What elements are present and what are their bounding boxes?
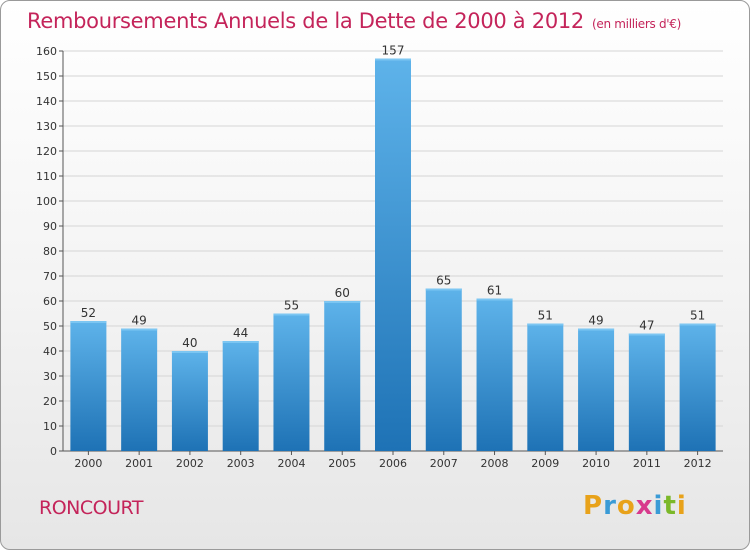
- bar: [171, 351, 208, 451]
- bar-value-label: 49: [132, 314, 147, 328]
- bar-highlight: [121, 328, 158, 331]
- bar-highlight: [527, 323, 564, 326]
- bar-highlight: [273, 313, 310, 316]
- bar-highlight: [628, 333, 665, 336]
- y-tick-label: 80: [43, 245, 57, 258]
- bar-highlight: [425, 288, 462, 291]
- bar-value-label: 55: [284, 299, 299, 313]
- bar-value-label: 52: [81, 306, 96, 320]
- logo-letter: x: [635, 491, 654, 521]
- bar: [425, 288, 462, 451]
- bar: [222, 341, 259, 451]
- bar: [375, 58, 411, 451]
- y-tick-label: 30: [43, 370, 57, 383]
- proxiti-logo[interactable]: Proxiti: [583, 491, 687, 521]
- bar: [578, 328, 615, 451]
- y-tick-label: 60: [43, 295, 57, 308]
- y-tick-label: 0: [50, 445, 57, 458]
- bar-value-label: 47: [639, 319, 654, 333]
- x-tick-label: 2000: [74, 457, 102, 470]
- logo-letter: o: [616, 491, 636, 521]
- x-tick-label: 2005: [328, 457, 356, 470]
- bar-value-label: 65: [436, 274, 451, 288]
- logo-letter: P: [583, 491, 604, 521]
- bar: [324, 301, 361, 451]
- y-tick-label: 160: [36, 45, 57, 58]
- y-tick-label: 100: [36, 195, 57, 208]
- chart-title-text: Remboursements Annuels de la Dette de 20…: [27, 9, 584, 33]
- bar-value-label: 60: [335, 286, 350, 300]
- logo-letter: r: [603, 491, 617, 521]
- bar: [628, 333, 665, 451]
- bar-highlight: [222, 341, 259, 343]
- bar: [70, 321, 107, 451]
- bar-highlight: [578, 328, 615, 331]
- bar: [121, 328, 158, 451]
- bar-value-label: 61: [487, 284, 502, 298]
- bar-highlight: [476, 298, 513, 301]
- x-tick-label: 2004: [277, 457, 305, 470]
- bar-value-label: 44: [233, 326, 248, 340]
- x-tick-label: 2012: [684, 457, 712, 470]
- commune-name: RONCOURT: [39, 497, 143, 519]
- y-tick-label: 20: [43, 395, 57, 408]
- chart-title: Remboursements Annuels de la Dette de 20…: [27, 9, 681, 33]
- unit-note: (en milliers d'€): [592, 17, 682, 31]
- bar-highlight: [324, 301, 361, 303]
- bar-value-label: 40: [182, 336, 197, 350]
- bar-highlight: [679, 323, 716, 326]
- y-tick-label: 10: [43, 420, 57, 433]
- y-tick-label: 130: [36, 120, 57, 133]
- bar-highlight: [70, 321, 107, 323]
- y-tick-label: 140: [36, 95, 57, 108]
- bar: [679, 323, 716, 451]
- logo-letter: t: [663, 491, 677, 521]
- y-tick-label: 90: [43, 220, 57, 233]
- bar-highlight: [171, 351, 208, 353]
- x-tick-label: 2010: [582, 457, 610, 470]
- logo-letter: i: [653, 491, 664, 521]
- bar: [273, 313, 310, 451]
- x-tick-label: 2011: [633, 457, 661, 470]
- bar-highlight: [375, 58, 411, 61]
- bar-value-label: 157: [382, 44, 405, 58]
- y-tick-label: 50: [43, 320, 57, 333]
- x-tick-label: 2001: [125, 457, 153, 470]
- x-tick-label: 2008: [481, 457, 509, 470]
- x-tick-label: 2006: [379, 457, 407, 470]
- y-tick-label: 120: [36, 145, 57, 158]
- logo-letter: i: [676, 491, 687, 521]
- x-tick-label: 2003: [227, 457, 255, 470]
- x-tick-label: 2007: [430, 457, 458, 470]
- bar: [527, 323, 564, 451]
- bar: [476, 298, 513, 451]
- y-tick-label: 40: [43, 345, 57, 358]
- bar-value-label: 49: [588, 314, 603, 328]
- x-tick-label: 2002: [176, 457, 204, 470]
- y-tick-label: 70: [43, 270, 57, 283]
- y-tick-label: 150: [36, 70, 57, 83]
- bar-value-label: 51: [690, 309, 705, 323]
- bar-value-label: 51: [538, 309, 553, 323]
- x-tick-label: 2009: [531, 457, 559, 470]
- y-tick-label: 110: [36, 170, 57, 183]
